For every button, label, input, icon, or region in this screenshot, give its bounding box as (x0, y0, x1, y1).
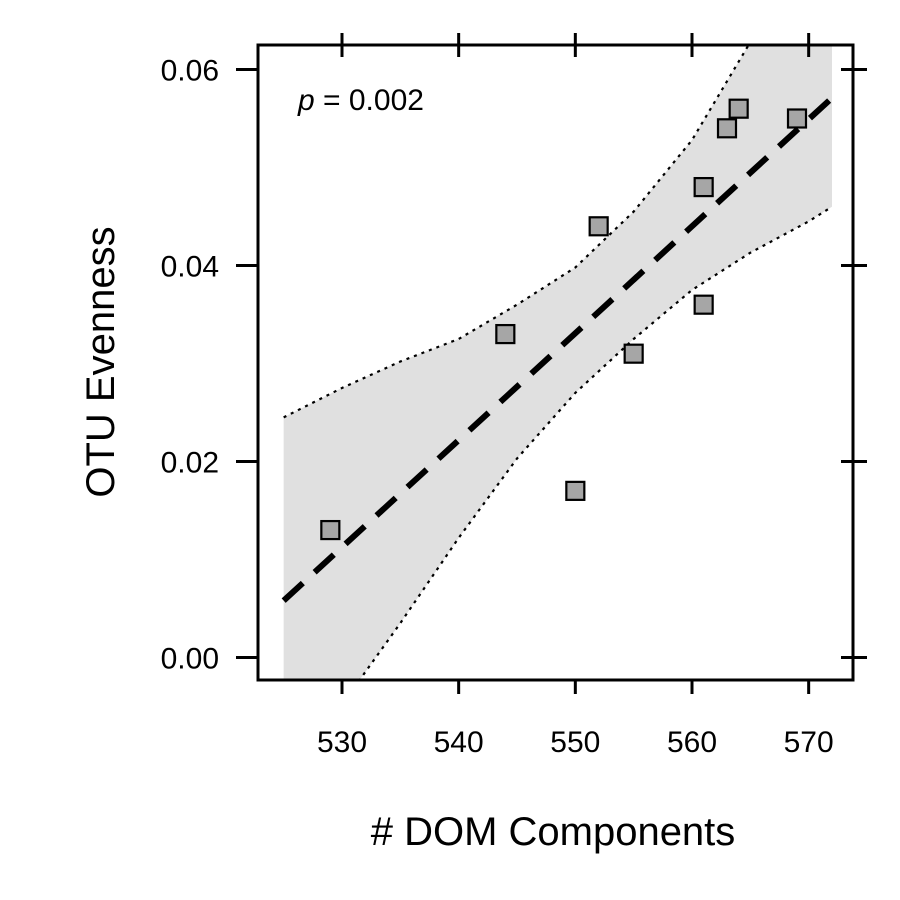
y-tick-label: 0.00 (161, 642, 219, 675)
p-symbol: p (297, 84, 315, 117)
data-point (728, 98, 749, 119)
y-tick-label: 0.06 (161, 54, 219, 87)
plot-area (281, 45, 835, 680)
data-point (588, 216, 609, 237)
y-axis-title: OTU Evenness (79, 226, 123, 497)
p-value-annotation: p = 0.002 (297, 84, 424, 117)
data-point (565, 480, 586, 501)
confidence-lower-line (358, 205, 833, 680)
confidence-upper-line (283, 45, 750, 419)
x-tick-label: 550 (550, 726, 600, 759)
confidence-band (283, 45, 832, 680)
axes: 530 540 550 560 570 0.00 0.02 0.04 0.06 (161, 33, 867, 759)
y-tick-label: 0.02 (161, 446, 219, 479)
data-point (623, 343, 644, 364)
data-point (495, 323, 516, 345)
data-point (716, 118, 738, 139)
x-tick-label: 530 (317, 726, 367, 759)
data-point (693, 176, 714, 198)
x-tick-label: 540 (434, 726, 484, 759)
x-axis-title: # DOM Components (371, 810, 736, 854)
x-tick-label: 570 (784, 726, 834, 759)
p-value-text: = 0.002 (315, 84, 424, 117)
data-point (693, 294, 714, 315)
data-point (320, 519, 341, 541)
x-tick-label: 560 (667, 726, 717, 759)
plot-frame (256, 43, 855, 682)
y-tick-label: 0.04 (161, 250, 219, 283)
data-point (786, 108, 808, 129)
